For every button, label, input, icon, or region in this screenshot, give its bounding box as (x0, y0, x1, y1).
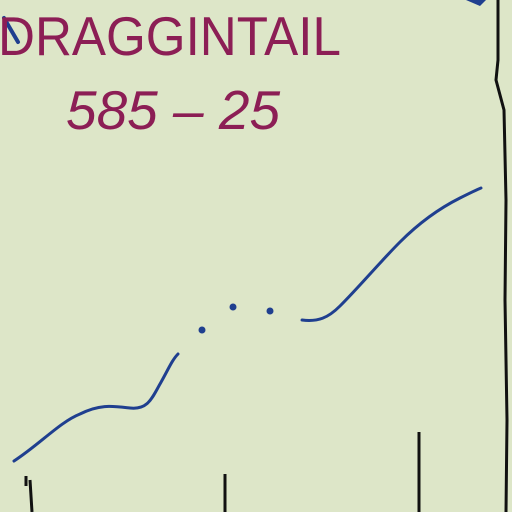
waypoint-name-label: DRAGGINTAIL (0, 5, 341, 67)
symbol-fragment-topleft (2, 16, 20, 44)
chart-border-line (494, 0, 509, 512)
route-dot-2 (229, 303, 237, 311)
marker-topright (466, 0, 486, 6)
route-dot-1 (198, 326, 206, 334)
route-dot-3 (266, 307, 274, 315)
route-line-left (12, 352, 180, 463)
route-line-right (300, 186, 483, 322)
waypoint-altitude-label: 585 – 25 (66, 79, 281, 141)
tick-mark-1 (24, 476, 34, 512)
